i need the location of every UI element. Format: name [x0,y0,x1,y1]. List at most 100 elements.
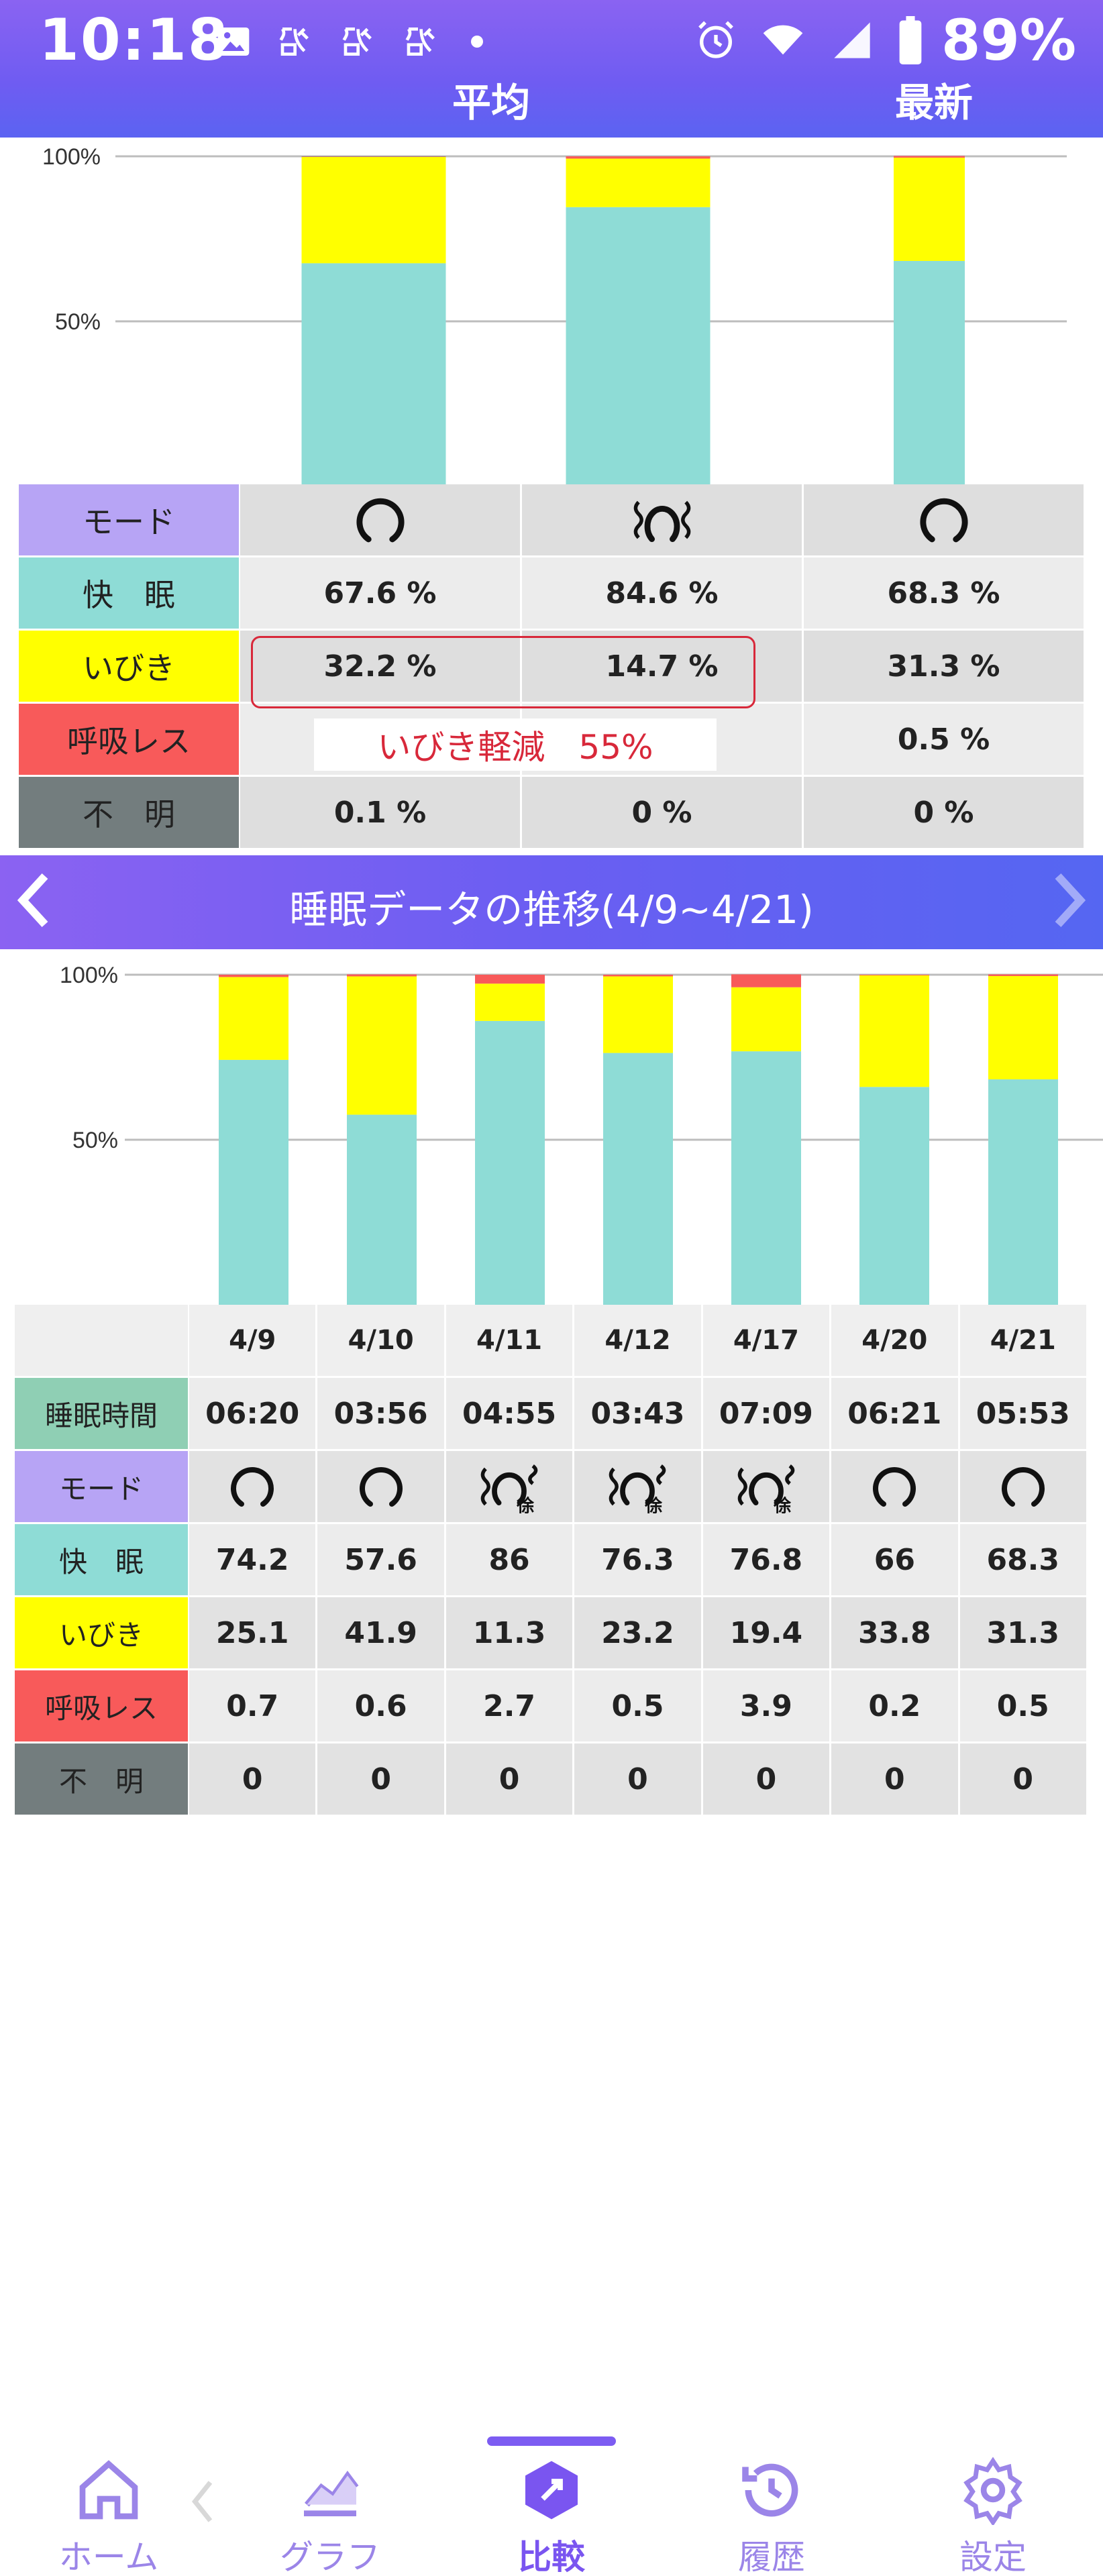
value-cell: 2.7 [445,1670,575,1743]
sleep-app-icon [405,28,435,56]
bar-segment-kokyu [988,974,1058,976]
mode-cell [959,1451,1088,1524]
nav-home[interactable]: ホーム [28,2455,189,2576]
normal-mode-icon [356,498,404,543]
bar-segment-kaimin [301,263,446,486]
mode-badge: 徐 [773,1495,792,1513]
trend-row-fumei: 不 明 0 0 0 0 0 0 0 [15,1743,1088,1817]
value-cell: 0 [574,1743,703,1817]
sleep-time-cell: 06:21 [831,1378,960,1451]
bar-segment-kokyu [566,156,711,159]
nav-history-label: 履歴 [738,2538,805,2576]
date-header-empty [15,1305,189,1378]
status-notification-icons [215,15,513,68]
bar-segment-kokyu [347,974,417,977]
sleep-time-cell: 04:55 [445,1378,575,1451]
bar-segment-ibiki [859,975,929,1087]
prev-period-button[interactable] [15,870,55,943]
nav-settings-label: 設定 [959,2538,1027,2576]
compare-icon [525,2461,578,2520]
normal-mode-icon [1001,1467,1045,1507]
nav-graph[interactable]: グラフ [250,2455,411,2576]
mode-cell: 徐 [702,1451,832,1524]
mode-cell [522,484,804,557]
sleep-app-icon [342,28,372,56]
nav-home-label: ホーム [58,2538,159,2576]
trend-row-sleep-time: 睡眠時間 06:20 03:56 04:55 03:43 07:09 06:21… [15,1378,1088,1451]
bottom-nav: ホーム グラフ 比較 履歴 設定 [0,2435,1103,2576]
bar-segment-kaimin [475,1020,545,1305]
mode-cell [317,1451,446,1524]
compare-chart: 100% 50% [42,144,1067,486]
y-tick-label: 100% [42,144,101,170]
signal-icon [834,22,870,58]
back-arrow[interactable] [189,2478,216,2536]
fumei-label: 不 明 [19,777,240,850]
mode-cell: 徐 [574,1451,703,1524]
chevron-right-icon [1055,873,1086,928]
trend-row-mode: モード 徐 徐 徐 [15,1451,1088,1524]
date-cell: 4/9 [189,1305,318,1378]
value-cell: 0 [189,1743,318,1817]
sleep-time-cell: 05:53 [959,1378,1088,1451]
status-system-icons: 89% [673,7,1076,74]
value-cell: 0.5 [959,1670,1088,1743]
normal-mode-icon [359,1467,403,1507]
snore-mode-icon [633,500,690,542]
sleep-time-cell: 06:20 [189,1378,318,1451]
nav-settings[interactable]: 設定 [912,2455,1073,2576]
mode-cell [189,1451,318,1524]
bar-segment-kaimin [566,207,711,486]
chevron-left-icon [17,873,48,928]
header-average-label: 平均 [452,80,531,125]
compare-row-kaimin: 快 眠 67.6 % 84.6 % 68.3 % [19,557,1086,631]
nav-compare-label: 比較 [518,2538,585,2576]
date-cell: 4/10 [317,1305,446,1378]
status-time: 10:18 [39,7,229,74]
bar-segment-ibiki [988,975,1058,1079]
mode-badge: 徐 [644,1495,663,1513]
value-cell: 0.5 % [804,704,1086,777]
mode-label: モード [15,1451,189,1524]
bar-segment-kokyu [219,975,288,977]
bar-segment-kaimin [603,1053,673,1305]
trend-chart: 100% 50% [60,963,1103,1305]
sleep-time-cell: 07:09 [702,1378,832,1451]
ibiki-label: いびき [19,631,240,704]
chart-icon [304,2470,359,2516]
trend-row-dates: 4/9 4/10 4/11 4/12 4/17 4/20 4/21 [15,1305,1088,1378]
value-cell: 0.5 [574,1670,703,1743]
bar-segment-ibiki [731,987,801,1052]
y-tick-label: 100% [60,963,118,988]
bar-segment-kaimin [859,1087,929,1305]
snore-reduction-note: いびき軽減 55% [314,718,717,771]
compare-row-mode: モード [19,484,1086,557]
value-cell: 0 [831,1743,960,1817]
chevron-left-icon [191,2481,213,2522]
history-icon [742,2463,798,2517]
trend-table: 4/9 4/10 4/11 4/12 4/17 4/20 4/21 睡眠時間 0… [15,1305,1088,1817]
sleep-time-cell: 03:43 [574,1378,703,1451]
value-cell: 11.3 [445,1597,575,1670]
bar-segment-ibiki [301,156,446,264]
value-cell: 0 % [804,777,1086,850]
trend-row-kokyu: 呼吸レス 0.7 0.6 2.7 0.5 3.9 0.2 0.5 [15,1670,1088,1743]
value-cell: 31.3 % [804,631,1086,704]
kaimin-label: 快 眠 [15,1524,189,1597]
value-cell: 0 % [522,777,804,850]
bar-segment-kaimin [219,1059,288,1305]
wifi-icon [763,25,803,55]
value-cell: 76.3 [574,1524,703,1597]
date-cell: 4/21 [959,1305,1088,1378]
bar-segment-kaimin [347,1114,417,1305]
mode-badge: 徐 [516,1495,535,1513]
value-cell: 25.1 [189,1597,318,1670]
sleep-time-label: 睡眠時間 [15,1378,189,1451]
nav-graph-label: グラフ [280,2538,380,2576]
nav-history[interactable]: 履歴 [691,2455,852,2576]
value-cell: 41.9 [317,1597,446,1670]
next-period-button[interactable] [1048,870,1088,943]
value-cell: 19.4 [702,1597,832,1670]
nav-compare[interactable]: 比較 [471,2455,632,2576]
bar-segment-ibiki [219,977,288,1060]
